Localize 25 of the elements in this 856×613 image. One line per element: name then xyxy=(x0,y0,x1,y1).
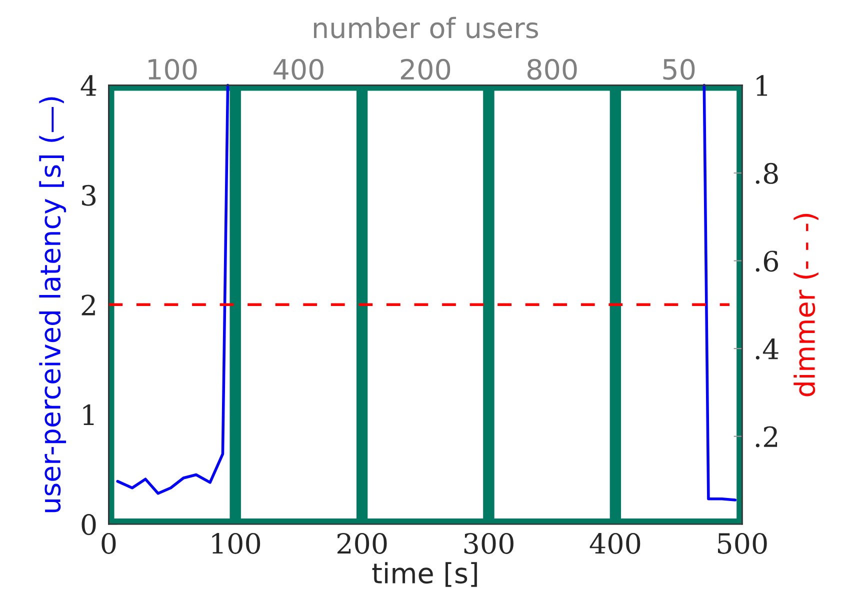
y-tick-label: 2 xyxy=(82,294,95,316)
x-tick-label: 500 xyxy=(718,532,767,554)
band-label: 400 xyxy=(274,58,324,80)
band-label: 50 xyxy=(663,58,695,80)
y2-tick-label: 1 xyxy=(756,75,767,96)
y-tick-label: 0 xyxy=(82,514,96,536)
y-axis-title: user-perceived latency [s] (—) xyxy=(39,97,66,512)
band-label: 100 xyxy=(148,58,197,80)
y2-tick-label: .2 xyxy=(756,426,778,448)
y-tick-label: 4 xyxy=(80,75,96,96)
x-tick-label: 400 xyxy=(590,532,640,554)
y2-tick-label: .8 xyxy=(756,162,778,184)
y2-tick-label: .4 xyxy=(756,338,778,360)
y-tick-label: 1 xyxy=(83,404,94,425)
x-tick-label: 0 xyxy=(102,532,116,554)
y-tick-label: 3 xyxy=(82,184,96,206)
x-tick-label: 200 xyxy=(337,532,387,554)
band-label: 200 xyxy=(400,58,450,80)
band-label: 800 xyxy=(527,58,577,80)
y2-axis-title: dimmer (- - -) xyxy=(794,214,818,396)
x-tick-label: 100 xyxy=(212,532,260,554)
x-tick-label: 300 xyxy=(464,532,514,554)
y2-tick-label: .6 xyxy=(756,250,778,272)
x2-axis-title: number of users xyxy=(314,16,538,38)
x-axis-title: time [s] xyxy=(372,562,477,587)
